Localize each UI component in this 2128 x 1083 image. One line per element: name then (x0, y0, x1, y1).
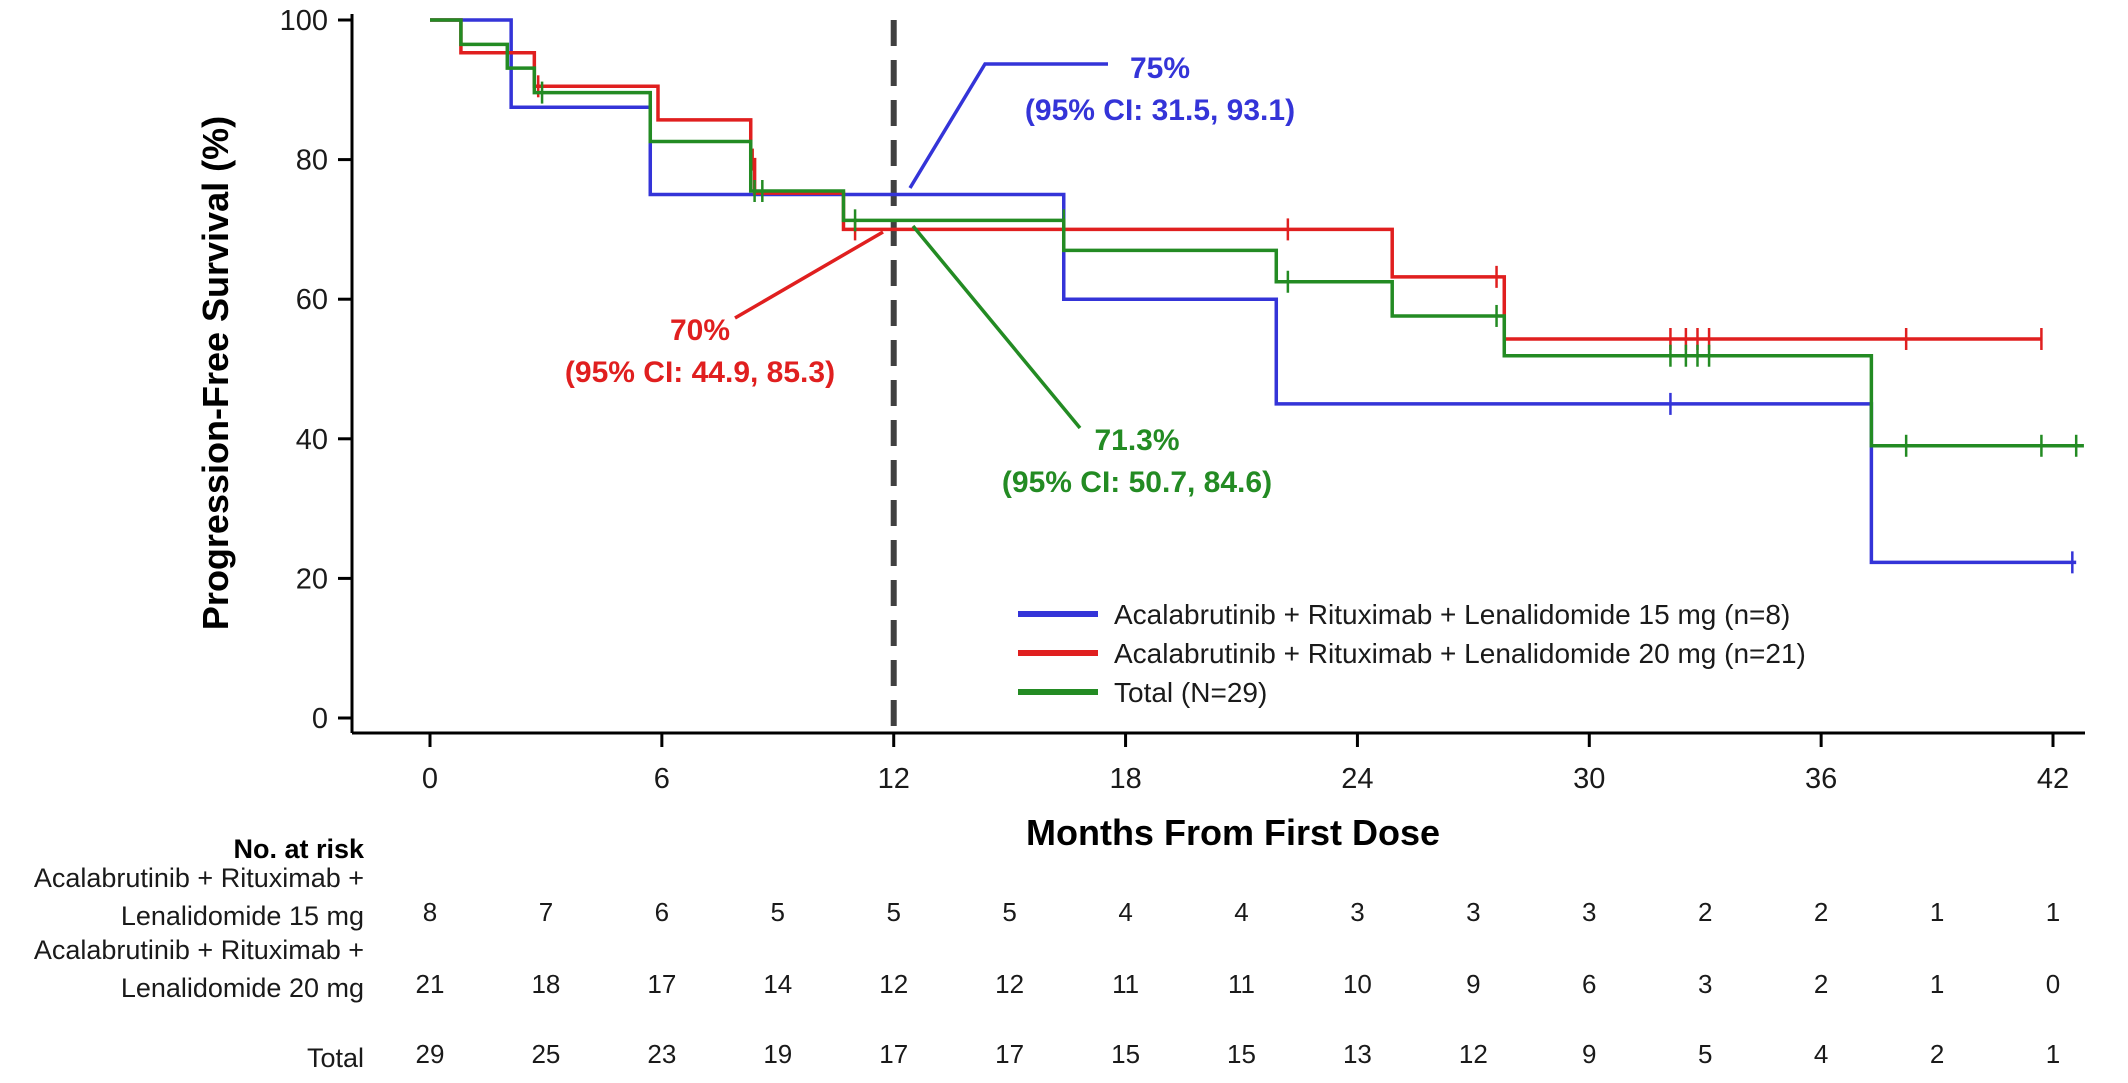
risk-count: 4 (1118, 897, 1132, 927)
annotation-value-red: 70% (670, 314, 730, 347)
risk-count: 0 (2046, 969, 2060, 999)
risk-count: 14 (763, 969, 792, 999)
risk-count: 4 (1234, 897, 1248, 927)
annotation-leader-red (734, 230, 884, 320)
series-group (430, 18, 2084, 574)
risk-count: 3 (1582, 897, 1596, 927)
risk-count: 19 (763, 1039, 792, 1069)
risk-count: 5 (1002, 897, 1016, 927)
risk-count: 10 (1343, 969, 1372, 999)
risk-count: 2 (1930, 1039, 1944, 1069)
annotation-value-green: 71.3% (1094, 424, 1179, 457)
x-tick-label: 12 (878, 763, 910, 795)
x-tick-label: 24 (1341, 763, 1373, 795)
risk-count: 9 (1466, 969, 1480, 999)
y-tick-label: 60 (296, 284, 328, 316)
risk-count: 2 (1814, 969, 1828, 999)
x-tick-label: 30 (1573, 763, 1605, 795)
risk-count: 6 (655, 897, 669, 927)
risk-count: 17 (995, 1039, 1024, 1069)
y-tick-label: 100 (280, 5, 328, 37)
series-line-2 (430, 18, 2042, 341)
risk-count: 11 (1112, 969, 1139, 999)
risk-count: 12 (879, 969, 908, 999)
y-tick-label: 0 (312, 703, 328, 735)
risk-count: 6 (1582, 969, 1596, 999)
annotations-group: 75% (95% CI: 31.5, 93.1) 70% (95% CI: 44.9,… (565, 52, 1295, 499)
axes: 0 6 12 18 24 30 36 42 0 20 40 60 80 100 (280, 5, 2085, 795)
x-tick-label: 42 (2037, 763, 2069, 795)
risk-count: 12 (995, 969, 1024, 999)
annotation-ci-blue: (95% CI: 31.5, 93.1) (1025, 94, 1295, 127)
risk-count: 17 (879, 1039, 908, 1069)
legend-label-3: Total (N=29) (1114, 677, 1267, 708)
risk-count: 21 (416, 969, 445, 999)
risk-count: 1 (2046, 897, 2060, 927)
x-tick-label: 18 (1109, 763, 1141, 795)
risk-row-label-line1: Acalabrutinib + Rituximab + (34, 863, 364, 893)
risk-row-label-line2: Total (307, 1043, 364, 1073)
risk-count: 5 (771, 897, 785, 927)
risk-count: 3 (1350, 897, 1364, 927)
risk-count: 2 (1698, 897, 1712, 927)
x-tick-label: 36 (1805, 763, 1837, 795)
risk-count: 11 (1228, 969, 1255, 999)
risk-count: 7 (539, 897, 553, 927)
risk-count: 5 (1698, 1039, 1712, 1069)
legend: Acalabrutinib + Rituximab + Lenalidomide… (1018, 599, 1806, 708)
risk-count: 5 (886, 897, 900, 927)
annotation-ci-red: (95% CI: 44.9, 85.3) (565, 356, 835, 389)
x-tick-label: 0 (422, 763, 438, 795)
risk-count: 3 (1466, 897, 1480, 927)
annotation-value-blue: 75% (1130, 52, 1190, 85)
risk-row-label-line2: Lenalidomide 15 mg (121, 901, 364, 931)
annotation-leader-blue (908, 62, 1108, 189)
risk-count: 23 (647, 1039, 676, 1069)
risk-count: 1 (2046, 1039, 2060, 1069)
risk-count: 4 (1814, 1039, 1828, 1069)
y-tick-label: 20 (296, 563, 328, 595)
risk-count: 1 (1930, 897, 1944, 927)
x-tick-label: 6 (654, 763, 670, 795)
annotation-ci-green: (95% CI: 50.7, 84.6) (1002, 466, 1272, 499)
annotation-leader-green (911, 224, 1082, 430)
risk-row-label-line1: Acalabrutinib + Rituximab + (34, 935, 364, 965)
risk-count: 1 (1930, 969, 1944, 999)
risk-count: 15 (1227, 1039, 1256, 1069)
y-tick-label: 80 (296, 145, 328, 177)
risk-count: 17 (647, 969, 676, 999)
legend-label-2: Acalabrutinib + Rituximab + Lenalidomide… (1114, 638, 1806, 669)
risk-count: 29 (416, 1039, 445, 1069)
x-axis-title: Months From First Dose (1026, 812, 1440, 853)
series-line-3 (430, 18, 2084, 448)
risk-count: 18 (531, 969, 560, 999)
risk-count: 12 (1459, 1039, 1488, 1069)
risk-count: 13 (1343, 1039, 1372, 1069)
risk-count: 3 (1698, 969, 1712, 999)
risk-count: 25 (531, 1039, 560, 1069)
risk-count: 8 (423, 897, 437, 927)
risk-row-label-line2: Lenalidomide 20 mg (121, 973, 364, 1003)
y-tick-label: 40 (296, 424, 328, 456)
risk-count: 9 (1582, 1039, 1596, 1069)
risk-count: 2 (1814, 897, 1828, 927)
risk-count: 15 (1111, 1039, 1140, 1069)
y-axis-title: Progression-Free Survival (%) (195, 116, 236, 630)
risk-table-title: No. at risk (233, 834, 365, 864)
legend-label-1: Acalabrutinib + Rituximab + Lenalidomide… (1114, 599, 1790, 630)
